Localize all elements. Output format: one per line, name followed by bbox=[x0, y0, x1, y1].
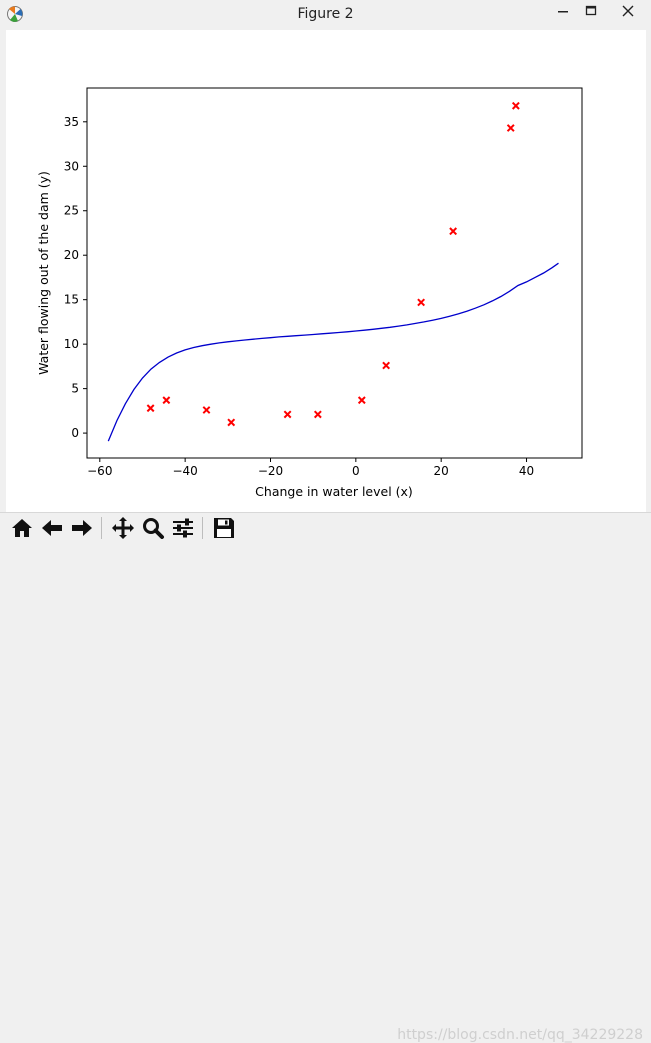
close-icon bbox=[622, 5, 634, 17]
toolbar-separator bbox=[101, 517, 102, 539]
x-tick-label: 40 bbox=[519, 464, 534, 478]
y-tick-label: 15 bbox=[64, 293, 79, 307]
floppy-disk-icon bbox=[214, 518, 234, 538]
x-axis-label: Change in water level (x) bbox=[255, 484, 413, 499]
close-button[interactable] bbox=[605, 0, 651, 22]
chart-svg: −60 −40 −20 0 20 40 0 5 10 15 20 25 30 35 Change in … bbox=[36, 87, 583, 499]
y-tick-label: 20 bbox=[64, 248, 79, 262]
y-tick-label: 0 bbox=[71, 426, 79, 440]
x-axis-ticks: −60 −40 −20 0 20 40 bbox=[87, 458, 534, 478]
y-tick-label: 5 bbox=[71, 382, 79, 396]
maximize-button[interactable] bbox=[577, 0, 605, 22]
minimize-icon bbox=[558, 11, 568, 13]
save-button[interactable] bbox=[210, 515, 238, 541]
toolbar-separator bbox=[202, 517, 203, 539]
y-tick-label: 10 bbox=[64, 337, 79, 351]
navigation-toolbar: https://blog.csdn.net/qq_34229228 bbox=[0, 512, 651, 1043]
x-tick-label: 20 bbox=[434, 464, 449, 478]
y-axis-label: Water flowing out of the dam (y) bbox=[36, 171, 51, 375]
data-point-marker bbox=[202, 406, 211, 414]
back-button[interactable] bbox=[38, 515, 66, 541]
move-icon bbox=[112, 517, 134, 539]
data-point-marker bbox=[511, 101, 520, 110]
figure-canvas[interactable]: −60 −40 −20 0 20 40 0 5 10 15 20 25 30 35 Change in … bbox=[6, 30, 646, 512]
x-tick-label: −20 bbox=[258, 464, 283, 478]
data-point-marker bbox=[313, 410, 322, 419]
matplotlib-figure-icon[interactable] bbox=[6, 5, 24, 23]
data-point-marker bbox=[506, 124, 515, 132]
y-tick-label: 35 bbox=[64, 115, 79, 129]
data-point-marker bbox=[449, 227, 458, 236]
data-point-marker bbox=[227, 418, 236, 427]
plot-area-frame bbox=[86, 87, 583, 459]
x-tick-label: 0 bbox=[352, 464, 360, 478]
arrow-left-icon bbox=[42, 520, 62, 536]
window-title: Figure 2 bbox=[297, 6, 354, 22]
maximize-icon bbox=[585, 5, 597, 16]
zoom-button[interactable] bbox=[139, 515, 167, 541]
y-tick-label: 30 bbox=[64, 159, 79, 173]
x-tick-label: −40 bbox=[172, 464, 197, 478]
home-icon bbox=[12, 519, 32, 537]
data-point-marker bbox=[382, 361, 391, 370]
forward-button[interactable] bbox=[68, 515, 96, 541]
minimize-button[interactable] bbox=[549, 0, 577, 22]
data-point-marker bbox=[357, 396, 366, 405]
fit-line-layer bbox=[107, 262, 559, 442]
data-point-marker bbox=[146, 404, 155, 413]
title-bar: Figure 2 bbox=[0, 0, 651, 30]
configure-subplots-button[interactable] bbox=[169, 515, 197, 541]
y-tick-label: 25 bbox=[64, 204, 79, 218]
pan-button[interactable] bbox=[109, 515, 137, 541]
data-point-marker bbox=[162, 396, 171, 405]
x-tick-label: −60 bbox=[87, 464, 112, 478]
y-axis-ticks: 0 5 10 15 20 25 30 35 bbox=[64, 115, 87, 440]
watermark-text: https://blog.csdn.net/qq_34229228 bbox=[397, 1027, 643, 1043]
data-point-marker bbox=[283, 410, 292, 419]
magnifier-icon bbox=[143, 518, 164, 539]
sliders-icon bbox=[173, 518, 193, 538]
fit-curve-line bbox=[107, 262, 559, 442]
scatter-marker-layer bbox=[146, 101, 520, 427]
home-button[interactable] bbox=[8, 515, 36, 541]
data-point-marker bbox=[417, 298, 426, 307]
arrow-right-icon bbox=[72, 520, 92, 536]
